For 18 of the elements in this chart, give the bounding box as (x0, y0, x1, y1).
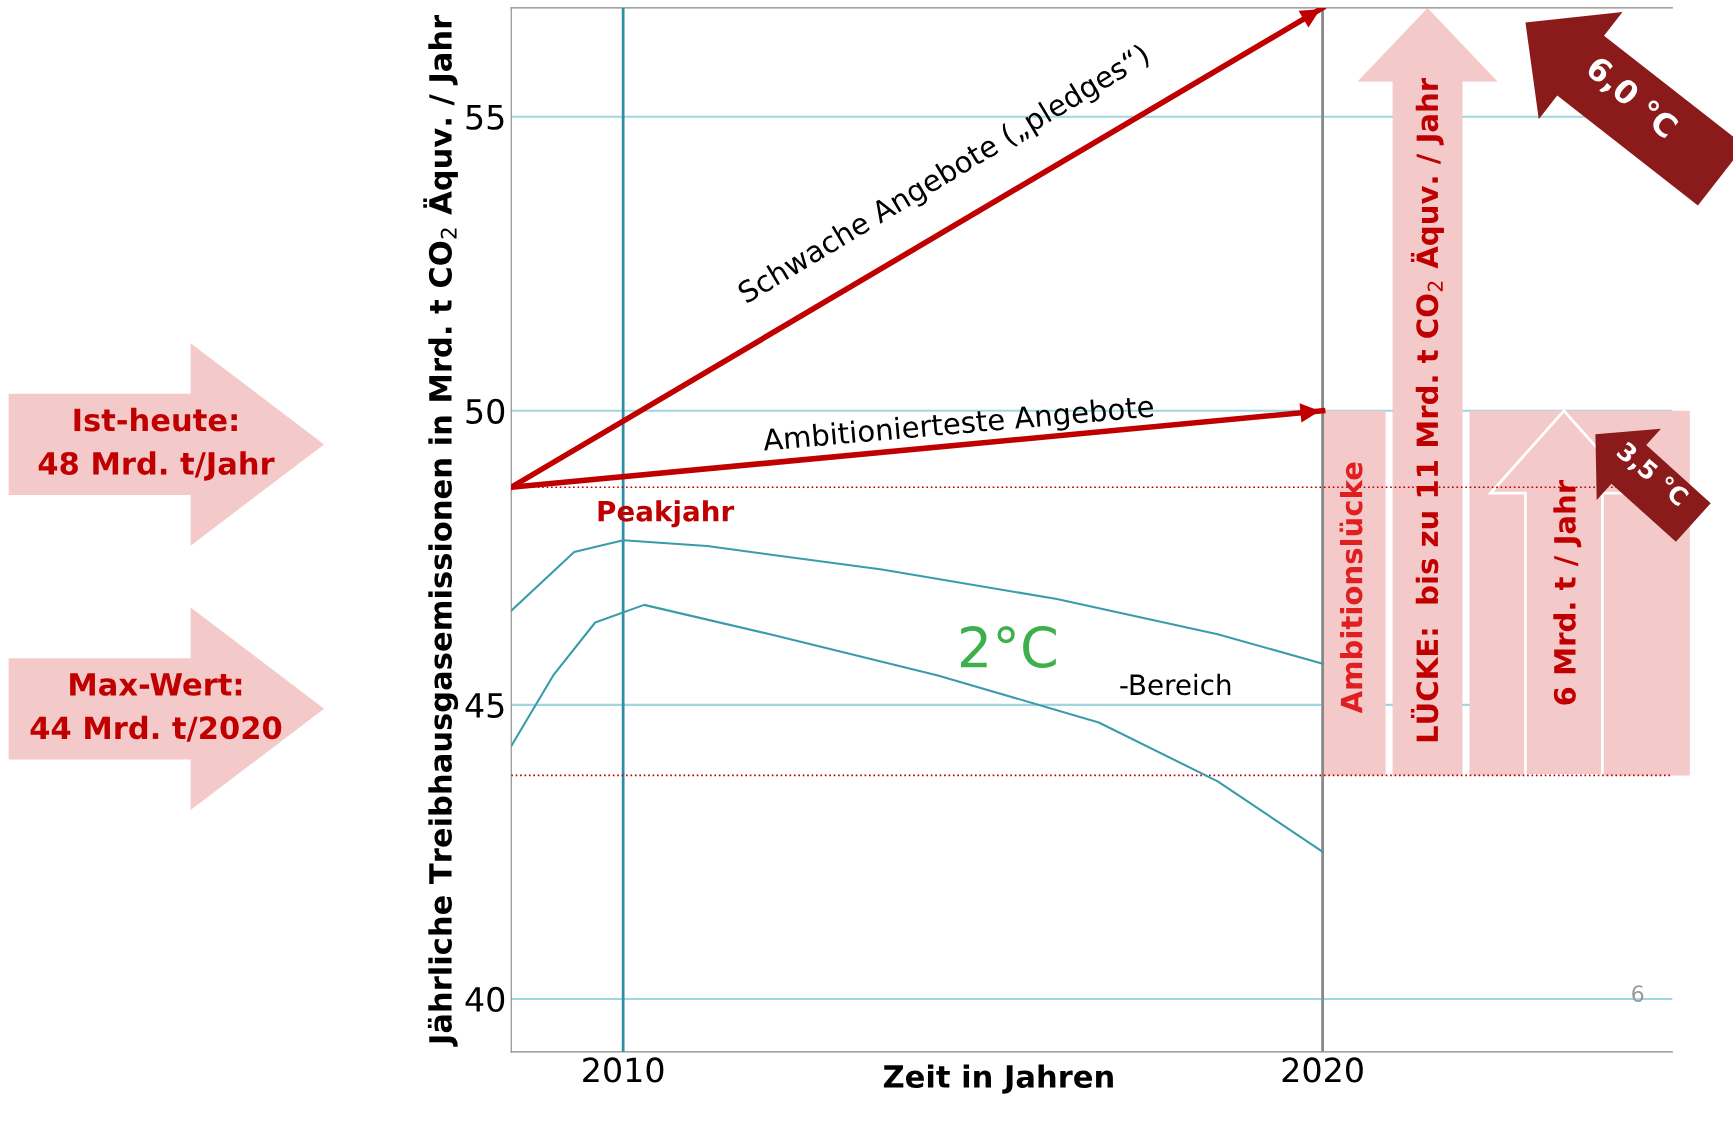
annotation: 2°C (960, 626, 1056, 669)
y-tick-label: 55 (466, 105, 504, 130)
y-axis-title: Jährliche Treibhausgasemissionen in Mrd. t CO$_{2}$ Äquv. / Jahr (423, 14, 459, 1047)
annotation: Ambitionierteste Angebote (762, 394, 1155, 457)
text: Max-Wert: 44 Mrd. t/2020 (30, 673, 282, 742)
annotation: LÜCKE: bis zu 11 Mrd. t CO$_{2}$ Äquv. / Jahr (1410, 77, 1444, 742)
x-axis-title: Zeit in Jahren (883, 1064, 1113, 1094)
annotation: 6,0 °C (1582, 54, 1680, 143)
annotation: 6 Mrd. t / Jahr (1553, 479, 1582, 705)
annotation: 3,5 °C (1613, 440, 1690, 510)
annotation: Ambitionslücke (1339, 462, 1363, 714)
y-tick-label: 40 (465, 986, 505, 1013)
text: Ist-heute: 48 Mrd. t/Jahr (38, 407, 275, 481)
y-tick-label: 50 (466, 398, 505, 424)
x-tick-label: 2010 (583, 1057, 664, 1083)
x-tick-label: 2020 (1282, 1057, 1363, 1083)
y-tick-label: 45 (465, 693, 504, 718)
annotation: -Bereich (1120, 673, 1231, 696)
